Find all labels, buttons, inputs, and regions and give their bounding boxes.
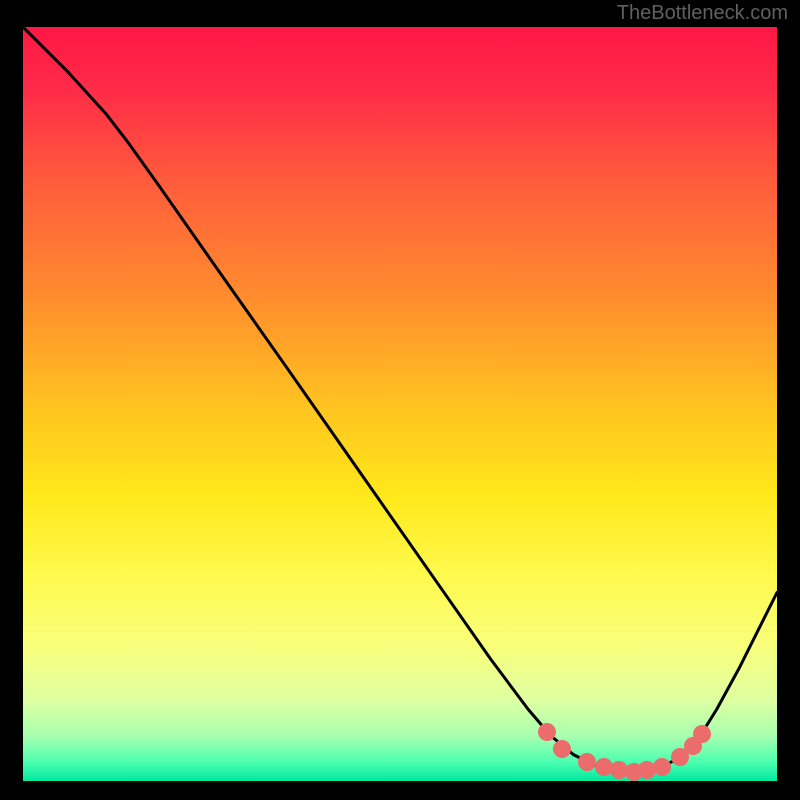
plot-area	[23, 27, 777, 781]
optimal-dot	[653, 758, 671, 776]
optimal-dot	[538, 723, 556, 741]
optimal-dot	[578, 753, 596, 771]
bottleneck-curve	[23, 27, 777, 781]
optimal-dot	[553, 740, 571, 758]
optimal-dot	[693, 725, 711, 743]
watermark-text: TheBottleneck.com	[617, 2, 788, 25]
